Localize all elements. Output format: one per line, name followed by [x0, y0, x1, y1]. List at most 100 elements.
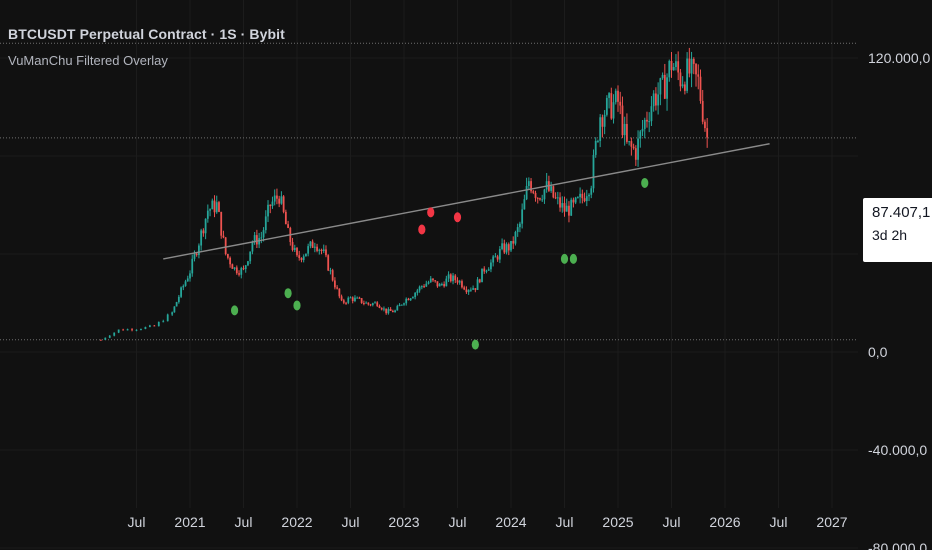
candle-body	[481, 268, 483, 283]
candle-body	[307, 246, 310, 254]
grid	[0, 0, 858, 549]
candle-body	[485, 270, 488, 272]
candle-body	[699, 76, 702, 101]
candle-body	[701, 100, 704, 122]
candle-body	[347, 297, 350, 303]
candle-body	[590, 188, 593, 195]
chart-legend: BTCUSDT Perpetual Contract · 1S · Bybit …	[8, 26, 285, 68]
candle-body	[400, 304, 403, 306]
candle-body	[211, 200, 214, 210]
candle-body	[556, 197, 559, 199]
candle-body	[420, 286, 423, 288]
candle-body	[409, 298, 412, 301]
candle-body	[329, 270, 332, 272]
candle-body	[543, 189, 546, 200]
sell-signal-dot	[418, 224, 426, 235]
candle-body	[280, 196, 283, 204]
candle-body	[690, 58, 693, 74]
candle-body	[298, 255, 301, 259]
candle-body	[670, 60, 673, 71]
candle-body	[445, 278, 448, 287]
candle-body	[563, 203, 566, 212]
candle-body	[585, 196, 588, 202]
candle-body	[309, 241, 312, 247]
candle-body	[189, 273, 191, 279]
candle-body	[153, 325, 156, 327]
time-axis-label: Jul	[235, 514, 253, 530]
candle-body	[523, 199, 526, 210]
candle-body	[576, 197, 579, 199]
candle-body	[605, 97, 608, 115]
time-axis-label: 2026	[709, 514, 740, 530]
candle-body	[233, 267, 236, 269]
candle-body	[180, 287, 182, 297]
candle-body	[238, 273, 240, 275]
candle-body	[634, 148, 637, 160]
candle-body	[630, 141, 633, 147]
candle-body	[340, 296, 343, 301]
candle-body	[574, 197, 577, 203]
candle-body	[206, 210, 209, 219]
candle-body	[452, 275, 454, 282]
candle-body	[195, 253, 198, 255]
candle-body	[182, 285, 185, 288]
candle-body	[313, 246, 316, 248]
time-axis-label: 2025	[602, 514, 633, 530]
candle-body	[456, 280, 459, 283]
buy-signal-dot	[293, 300, 301, 311]
candle-body	[175, 302, 178, 307]
candle-body	[663, 74, 666, 99]
candle-body	[140, 329, 142, 331]
candle-body	[666, 77, 668, 99]
candle-body	[296, 247, 298, 256]
candle-body	[436, 281, 439, 287]
candle-body	[302, 256, 305, 261]
time-axis[interactable]: Jul 2021 Jul 2022 Jul 2023 Jul 2024 Jul 2025 Jul 20…	[128, 514, 848, 530]
candle-body	[260, 237, 263, 239]
sell-signal-dot	[427, 207, 435, 218]
candle-body	[173, 306, 176, 313]
candle-body	[218, 202, 220, 212]
candle-body	[191, 258, 194, 274]
candle-body	[465, 289, 468, 293]
candle-body	[494, 256, 497, 258]
candle-body	[646, 119, 648, 122]
buy-signal-dot	[641, 177, 649, 188]
time-axis-label: Jul	[663, 514, 681, 530]
candle-body	[356, 297, 359, 299]
candle-body	[429, 278, 432, 283]
candle-body	[226, 254, 229, 258]
candle-body	[416, 290, 419, 293]
candle-body	[469, 289, 472, 291]
candle-body	[505, 244, 508, 253]
candle-body	[354, 297, 356, 302]
candle-body	[507, 244, 510, 251]
candle-body	[333, 280, 336, 288]
candle-body	[235, 267, 238, 274]
candle-body	[559, 197, 561, 208]
candle-body	[686, 58, 689, 91]
candles	[99, 47, 709, 341]
candle-body	[360, 298, 363, 304]
buy-signal-dot	[230, 305, 239, 316]
candle-body	[322, 249, 325, 252]
time-axis-label: Jul	[556, 514, 574, 530]
symbol-title[interactable]: BTCUSDT Perpetual Contract · 1S · Bybit	[8, 26, 285, 42]
candle-body	[581, 193, 584, 199]
candle-body	[338, 288, 341, 297]
candle-body	[394, 310, 396, 313]
candle-body	[273, 195, 276, 202]
candle-body	[358, 297, 361, 299]
candle-body	[476, 279, 479, 290]
candle-body	[532, 191, 535, 193]
candle-body	[148, 325, 151, 327]
candle-body	[267, 204, 269, 217]
candle-body	[637, 138, 639, 160]
buy-signal-dot	[560, 253, 569, 264]
indicator-name[interactable]: VuManChu Filtered Overlay	[8, 53, 168, 68]
candle-body	[565, 205, 568, 212]
bar-countdown: 3d 2h	[872, 227, 908, 243]
candle-body	[654, 93, 657, 106]
candle-body	[117, 329, 120, 333]
